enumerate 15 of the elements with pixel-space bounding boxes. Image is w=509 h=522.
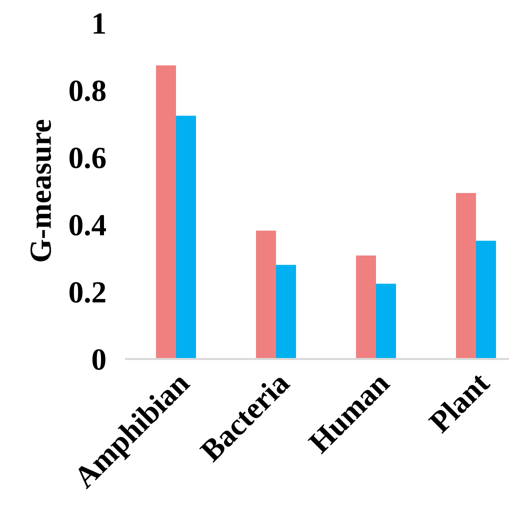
y-tick-label: 0 bbox=[92, 349, 106, 370]
y-axis-title: G-measure bbox=[30, 120, 52, 262]
bar bbox=[276, 264, 296, 359]
y-tick-label: 0.4 bbox=[70, 214, 106, 236]
bar bbox=[256, 230, 276, 359]
y-tick-label: 0.8 bbox=[70, 80, 106, 102]
bar bbox=[456, 193, 476, 359]
bar bbox=[156, 65, 176, 359]
bar bbox=[176, 116, 196, 359]
bar bbox=[476, 240, 496, 359]
bar bbox=[376, 284, 396, 359]
bar bbox=[356, 256, 376, 359]
y-tick-label: 1 bbox=[94, 13, 105, 34]
y-tick-label: 0.2 bbox=[70, 282, 106, 303]
y-tick-label: 0.6 bbox=[70, 148, 106, 168]
